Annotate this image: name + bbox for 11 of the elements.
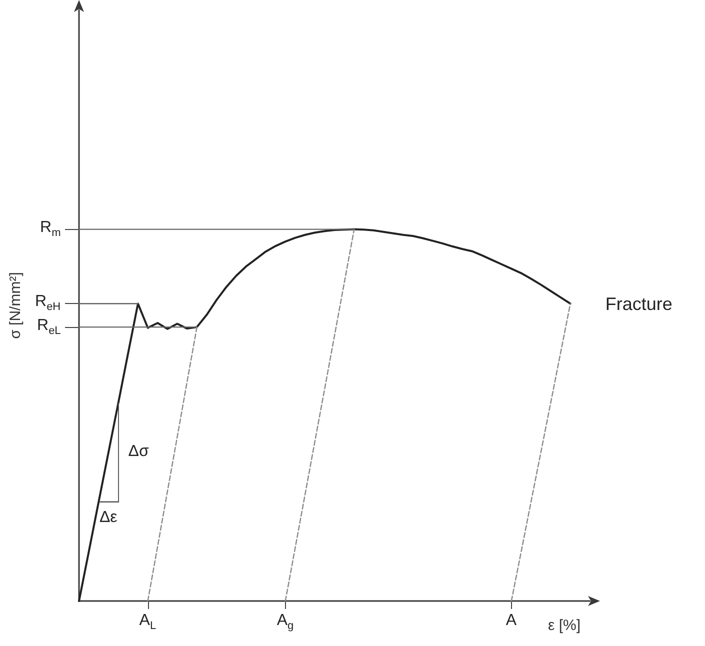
- annotation: Δσ: [128, 443, 149, 460]
- annotation: Δε: [99, 508, 118, 526]
- x-tick-label: A$_{g}$: [276, 612, 294, 632]
- x-axis-title: ε [%]: [548, 617, 581, 634]
- text: R$_{eH}$: [35, 293, 61, 314]
- text: R$_{eL}$: [37, 316, 61, 337]
- text: R$_{m}$: [40, 218, 61, 239]
- text: Fracture: [605, 294, 672, 314]
- x-tick-label: A$_{L}$: [139, 612, 156, 632]
- y-axis-title: σ [N/mm²]: [7, 272, 24, 339]
- x-tick-label: A: [506, 612, 517, 629]
